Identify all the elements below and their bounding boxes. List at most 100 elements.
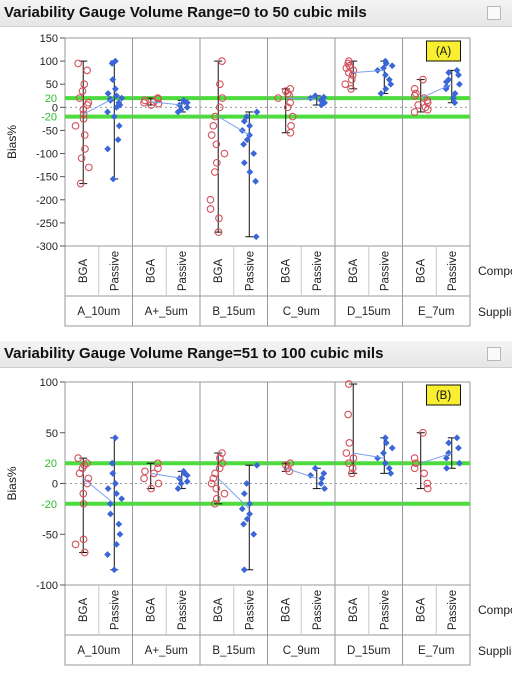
- data-point: [104, 90, 112, 97]
- data-point: [240, 520, 247, 528]
- data-point: [104, 145, 112, 153]
- data-point: [442, 454, 450, 462]
- data-point: [382, 439, 390, 447]
- component-label: Passive: [177, 590, 189, 630]
- data-point: [455, 444, 462, 452]
- data-point: [243, 113, 251, 120]
- data-point: [344, 410, 353, 419]
- component-label: BGA: [416, 259, 428, 284]
- supplier-axis-label: Supplier: [478, 305, 512, 319]
- data-point: [209, 121, 218, 130]
- data-point: [410, 464, 419, 473]
- data-point: [344, 380, 353, 388]
- data-point: [421, 103, 430, 112]
- data-point: [411, 459, 420, 468]
- data-point: [349, 66, 358, 75]
- data-point: [347, 75, 356, 84]
- data-point: [109, 76, 117, 83]
- data-point: [253, 108, 261, 116]
- data-point: [206, 205, 215, 213]
- supplier-label: B_15um: [212, 645, 255, 657]
- cell-mean-connector: [217, 478, 250, 510]
- data-point: [212, 140, 221, 149]
- data-point: [374, 454, 381, 462]
- data-point: [311, 92, 319, 100]
- data-point: [342, 449, 351, 457]
- data-point: [380, 449, 387, 457]
- component-label: Passive: [244, 590, 256, 630]
- data-point: [388, 62, 396, 70]
- cell-mean-connector: [285, 467, 317, 479]
- data-point: [79, 115, 88, 123]
- data-point: [114, 136, 122, 144]
- data-point: [423, 484, 432, 493]
- data-point: [243, 515, 251, 523]
- supplier-label: D_15um: [347, 645, 390, 657]
- annotation-label: (A): [436, 46, 452, 58]
- data-point: [84, 163, 93, 172]
- data-point: [246, 131, 253, 139]
- component-label: Passive: [109, 251, 121, 291]
- y-tick-label: -100: [36, 580, 58, 592]
- data-point: [285, 467, 294, 476]
- component-label: BGA: [78, 259, 90, 284]
- data-point: [215, 214, 223, 223]
- data-point: [140, 474, 148, 483]
- data-point: [218, 449, 226, 457]
- collapse-icon[interactable]: [487, 6, 501, 20]
- component-label: BGA: [416, 598, 428, 623]
- data-point: [79, 105, 88, 114]
- supplier-label: C_9um: [283, 645, 320, 657]
- data-point: [107, 510, 114, 518]
- annotation-box: [426, 384, 461, 406]
- data-point: [410, 91, 419, 100]
- component-label: BGA: [348, 259, 360, 284]
- data-point: [183, 478, 191, 485]
- data-point: [183, 99, 191, 107]
- data-point: [104, 485, 112, 492]
- data-point: [78, 87, 87, 96]
- data-point: [423, 479, 432, 488]
- collapse-icon[interactable]: [487, 347, 501, 361]
- data-point: [381, 434, 389, 442]
- data-point: [238, 505, 246, 513]
- supplier-label: A_10um: [77, 306, 120, 318]
- data-point: [321, 99, 328, 107]
- component-label: BGA: [78, 598, 90, 623]
- data-point: [71, 540, 80, 549]
- data-point: [83, 479, 92, 488]
- data-point: [153, 459, 162, 468]
- cell-mean-connector: [353, 69, 385, 74]
- component-label: Passive: [447, 251, 459, 291]
- data-point: [115, 520, 123, 528]
- data-point: [75, 94, 84, 102]
- data-point: [307, 94, 314, 102]
- data-point: [183, 103, 191, 111]
- data-point: [81, 145, 89, 153]
- data-point: [79, 535, 88, 544]
- data-point: [240, 566, 248, 574]
- y-tick-label: -50: [42, 125, 58, 137]
- data-point: [210, 499, 219, 508]
- data-point: [154, 479, 163, 488]
- supplier-label: E_7um: [418, 645, 454, 657]
- data-point: [111, 480, 119, 487]
- data-point: [445, 449, 453, 457]
- component-label: Passive: [379, 251, 391, 291]
- component-label: Passive: [312, 251, 324, 291]
- data-point: [385, 464, 393, 472]
- data-point: [445, 439, 453, 447]
- data-point: [348, 71, 357, 79]
- variability-chart-a: 150 100 50 0 -50 -100 -150 -200 -250 -300 Bias% 20 -…: [5, 33, 512, 327]
- data-point: [207, 131, 216, 139]
- data-point: [240, 117, 248, 125]
- data-point: [240, 140, 247, 148]
- component-label: BGA: [281, 259, 293, 284]
- data-point: [311, 464, 319, 472]
- component-label: BGA: [281, 598, 293, 623]
- data-point: [84, 474, 93, 483]
- data-point: [110, 566, 118, 574]
- data-point: [419, 428, 427, 437]
- data-point: [283, 89, 292, 98]
- data-point: [116, 530, 124, 538]
